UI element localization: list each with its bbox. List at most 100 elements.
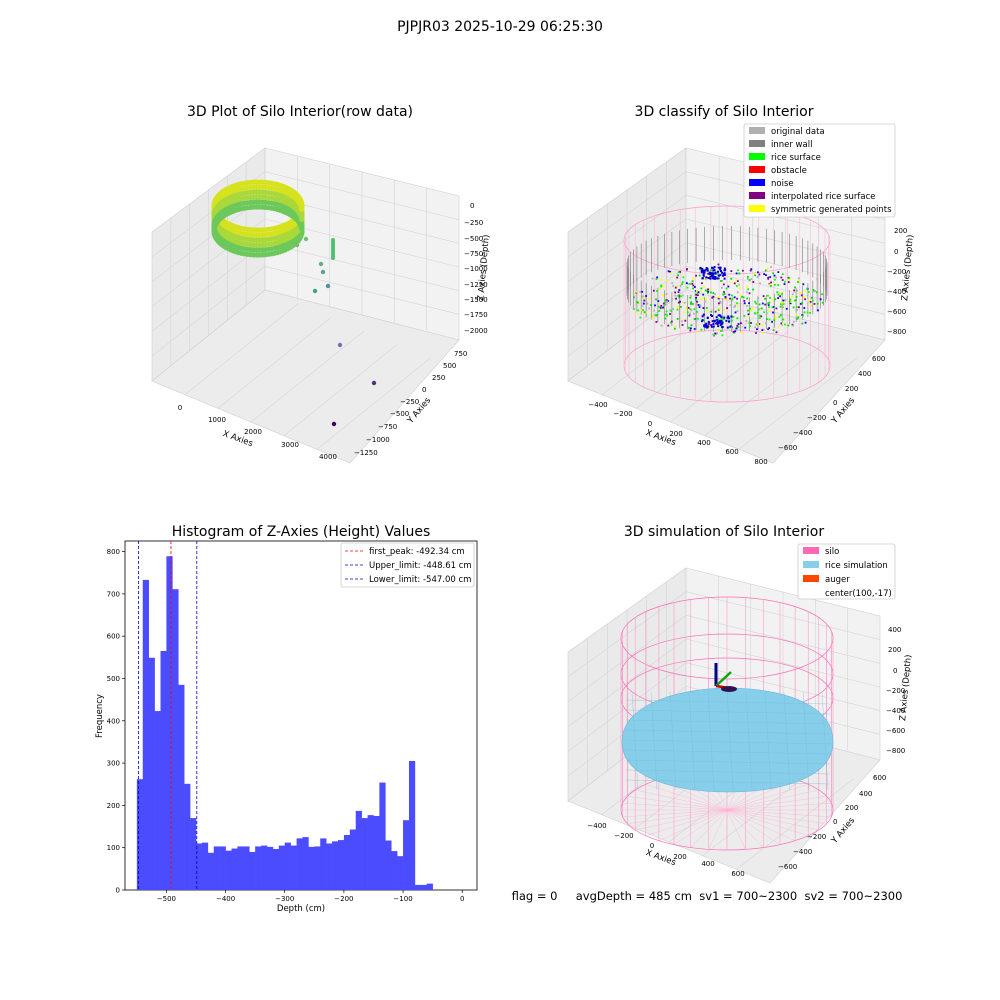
- classify-point: [777, 297, 779, 299]
- classify-point: [701, 282, 703, 285]
- classify-point: [766, 268, 769, 270]
- classify-point: [677, 294, 680, 297]
- classify-point: [688, 314, 691, 317]
- classify-point: [767, 276, 770, 279]
- classify-point: [723, 293, 726, 295]
- classify-point: [788, 278, 791, 281]
- simulation-rice-mesh: [650, 691, 658, 791]
- classify-legend-swatch: [749, 140, 765, 147]
- classify-point: [703, 277, 706, 280]
- classify-point: [703, 286, 705, 288]
- classify-point: [770, 285, 772, 287]
- classify-point: [710, 272, 713, 275]
- classify-point: [720, 325, 723, 327]
- classify-xtick: −400: [588, 401, 607, 409]
- classify-point: [817, 309, 819, 312]
- gridline: [184, 303, 299, 395]
- classify-point: [730, 270, 733, 272]
- simulation-xtick: 400: [701, 860, 714, 868]
- histogram-ytick-label: 700: [107, 590, 120, 598]
- classify-point: [731, 319, 733, 322]
- histogram-xtick-label: −300: [275, 895, 294, 903]
- classify-point: [729, 325, 732, 328]
- classify-point: [810, 297, 813, 299]
- classify-point: [762, 295, 765, 297]
- classify-point: [780, 301, 783, 304]
- histogram-bar: [343, 835, 351, 890]
- classify-point: [717, 277, 720, 280]
- classify-point: [691, 303, 694, 305]
- classify-point: [678, 289, 681, 291]
- classify-point: [749, 269, 752, 272]
- classify-point: [714, 276, 717, 278]
- classify-point: [728, 317, 731, 320]
- raw-point: [312, 288, 318, 294]
- classify-point: [754, 312, 756, 314]
- simulation-silo-spoke: [726, 809, 796, 841]
- classify-point: [665, 293, 668, 295]
- raw-xtick: 0: [178, 404, 182, 412]
- classify-point: [639, 291, 642, 293]
- classify-point: [713, 334, 715, 337]
- histogram-bar: [249, 851, 256, 890]
- classify-point: [722, 274, 725, 277]
- classify-point: [712, 272, 715, 275]
- classify-legend-label: noise: [771, 179, 794, 189]
- classify-point: [719, 319, 722, 322]
- classify-point: [788, 277, 791, 279]
- classify-point: [713, 266, 716, 268]
- classify-point: [726, 307, 728, 309]
- classify-point: [667, 270, 670, 273]
- classify-point: [731, 298, 734, 301]
- classify-point: [716, 332, 719, 335]
- raw-point: [318, 261, 324, 267]
- classify-point: [712, 269, 715, 272]
- classify-point: [702, 313, 705, 316]
- classify-point: [690, 324, 693, 327]
- histogram-ytick-label: 100: [107, 844, 120, 852]
- simulation-tick-labels: −400 −200 0 200 400 600 600 400 200 0 −2…: [587, 626, 905, 878]
- simulation-xtick: 0: [650, 842, 654, 850]
- classify-point: [699, 266, 702, 269]
- simulation-silo-spoke: [726, 809, 827, 824]
- classify-point: [773, 274, 776, 277]
- classify-point: [735, 285, 738, 287]
- classify-point: [767, 306, 770, 309]
- classify-point: [705, 326, 708, 329]
- classify-point: [804, 290, 807, 293]
- classify-point: [669, 313, 671, 315]
- histogram-bar: [237, 846, 244, 890]
- simulation-silo-spoke: [690, 809, 728, 848]
- classify-point: [655, 321, 658, 323]
- classify-point: [695, 318, 698, 321]
- classify-point: [763, 273, 765, 275]
- classify-point: [734, 330, 737, 333]
- classify-point: [781, 322, 784, 325]
- classify-panel-title: 3D classify of Silo Interior: [635, 104, 814, 120]
- classify-point: [682, 302, 685, 304]
- simulation-rice-mesh: [625, 779, 831, 785]
- raw-gridlines: [151, 156, 460, 450]
- classify-point: [717, 309, 720, 311]
- classify-point: [706, 309, 709, 312]
- classify-point: [756, 276, 759, 278]
- classify-point: [698, 306, 701, 308]
- classify-point: [732, 331, 735, 333]
- classify-point: [727, 285, 730, 288]
- classify-point: [775, 276, 777, 279]
- classify-point: [651, 317, 654, 319]
- simulation-legend: silo rice simulation auger center(100,-17): [797, 543, 896, 600]
- classify-point: [696, 293, 699, 295]
- classify-point: [729, 297, 731, 300]
- classify-point: [794, 286, 796, 289]
- simulation-silo-spoke: [726, 809, 809, 836]
- simulation-rice-mesh: [688, 691, 696, 791]
- classify-point: [675, 297, 677, 300]
- histogram-bar: [160, 650, 167, 890]
- classify-point: [717, 329, 719, 331]
- raw-ytick: −750: [378, 423, 397, 431]
- classify-point: [693, 328, 696, 330]
- histogram-bar: [255, 846, 262, 890]
- classify-point: [649, 314, 652, 317]
- raw-xtick: 2000: [244, 428, 262, 436]
